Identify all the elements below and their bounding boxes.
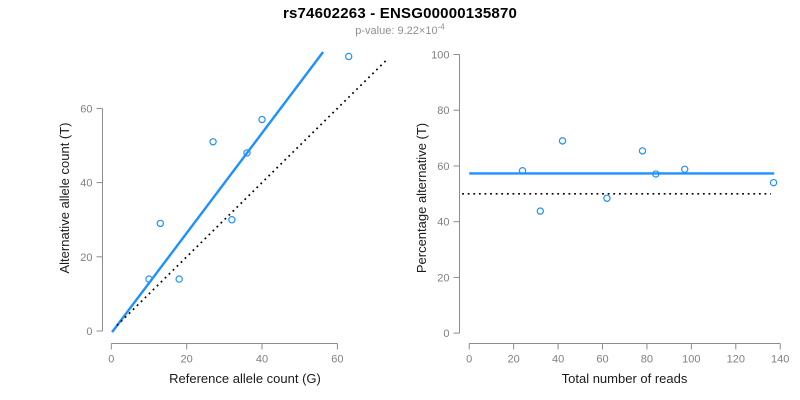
plot-allele-counts-scatter: 0 20 40 60 0 20 40 60 Reference allele count (G)…	[57, 51, 387, 386]
data-point	[518, 166, 527, 175]
data-point	[228, 216, 236, 224]
y-tick-label: 60	[80, 103, 92, 115]
x-tick-label: 60	[331, 354, 343, 366]
x-tick-label: 40	[552, 354, 564, 366]
y-tick-label: 20	[80, 252, 92, 264]
identity-line	[116, 59, 387, 327]
y-axis-title: Percentage alternative (T)	[414, 123, 429, 273]
x-tick-label: 120	[727, 354, 745, 366]
plot-percentage-vs-reads-scatter: 0 20 40 60 80 100 0 20 40 60 80 100 120 140 Total numb…	[414, 50, 789, 386]
y-tick-label: 0	[86, 326, 92, 338]
data-point	[344, 52, 353, 61]
figure-title: rs74602263 - ENSG00000135870	[282, 5, 518, 22]
data-point	[558, 137, 567, 145]
regression-line	[111, 51, 325, 333]
x-tick-label: 40	[256, 354, 268, 366]
x-tick-label: 60	[596, 354, 608, 366]
data-point	[156, 219, 164, 228]
x-tick-label: 20	[508, 354, 520, 366]
x-axis-title: Reference allele count (G)	[169, 371, 321, 386]
data-point	[175, 275, 183, 283]
x-tick-label: 0	[108, 354, 114, 366]
pvalue-base: ×10	[418, 25, 438, 37]
y-axis-title: Alternative allele count (T)	[57, 122, 72, 273]
x-tick-label: 100	[682, 354, 700, 366]
x-tick-label: 0	[466, 354, 472, 366]
data-point	[681, 165, 689, 174]
x-tick-label: 80	[641, 354, 653, 366]
y-tick-label: 100	[431, 50, 449, 62]
x-axis-title: Total number of reads	[562, 371, 688, 386]
pvalue-mantissa: 9.22	[397, 25, 419, 37]
figure-subtitle: p-value: 9.22×10-4	[0, 22, 800, 37]
data-point	[652, 170, 660, 178]
data-point	[145, 275, 153, 283]
data-point	[209, 138, 217, 146]
data-point	[603, 194, 611, 202]
data-point	[536, 207, 545, 215]
y-tick-label: 0	[443, 328, 449, 340]
x-tick-label: 20	[181, 354, 193, 366]
pvalue-exponent: -4	[437, 22, 445, 32]
data-point	[638, 147, 647, 155]
pvalue-prefix: p-value:	[355, 25, 398, 37]
x-tick-label: 140	[771, 354, 789, 366]
y-tick-label: 40	[80, 178, 92, 190]
data-point	[258, 115, 266, 124]
data-point	[769, 178, 778, 187]
y-tick-label: 80	[437, 105, 449, 117]
y-tick-label: 20	[437, 272, 449, 284]
y-tick-label: 60	[437, 161, 449, 173]
y-tick-label: 40	[437, 217, 449, 229]
data-point	[243, 149, 251, 157]
